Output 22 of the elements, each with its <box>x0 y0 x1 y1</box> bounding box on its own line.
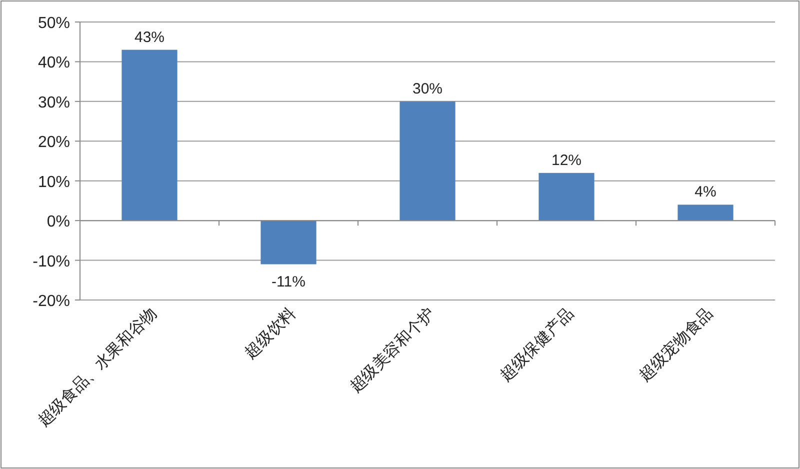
bar <box>538 172 594 221</box>
y-tick-label: -20% <box>32 293 70 310</box>
x-tick-label: 超级宠物食品 <box>636 304 716 385</box>
bar <box>678 204 734 221</box>
y-tick-label: 20% <box>38 134 70 152</box>
bar <box>400 101 456 221</box>
y-tick-label: 50% <box>38 15 70 32</box>
x-tick-label: 超级饮料 <box>241 304 300 362</box>
y-tick-label: 30% <box>38 94 70 112</box>
y-tick-label: -10% <box>32 253 70 270</box>
bar <box>260 220 316 264</box>
y-tick-label: 0% <box>46 214 70 231</box>
data-label: -11% <box>272 273 306 290</box>
data-label: 30% <box>412 80 443 98</box>
data-label: 43% <box>134 28 165 46</box>
bar <box>122 50 178 221</box>
x-tick-label: 超级保健产品 <box>496 304 578 385</box>
x-tick-label: 超级美容和个护 <box>346 304 438 396</box>
y-tick-label: 10% <box>38 174 70 191</box>
data-label: 12% <box>551 152 582 169</box>
y-tick-label: 40% <box>38 54 70 72</box>
data-label: 4% <box>694 184 716 201</box>
